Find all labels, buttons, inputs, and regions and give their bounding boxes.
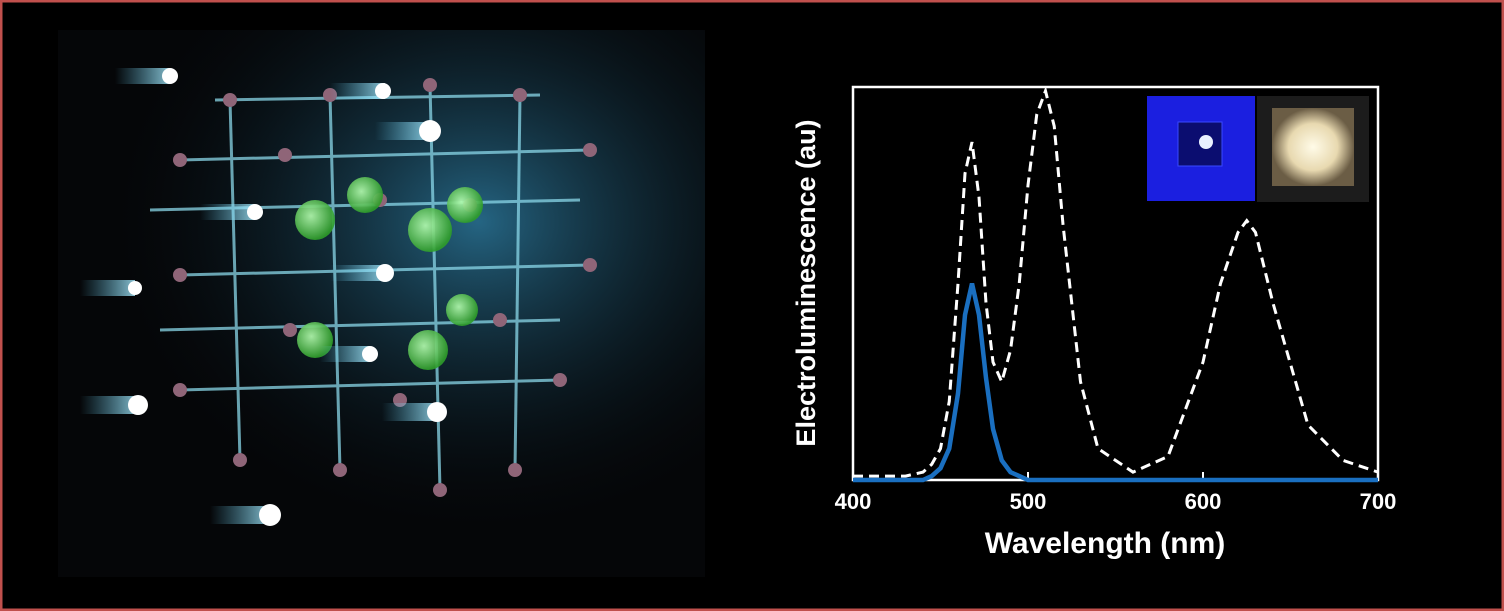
x-tick-label: 600 — [1185, 489, 1222, 514]
y-axis-label: Electroluminescence (au) — [791, 119, 821, 446]
x-tick-label: 700 — [1360, 489, 1397, 514]
x-tick-label: 400 — [835, 489, 872, 514]
inset-photos — [1147, 96, 1369, 202]
x-tick-label: 500 — [1010, 489, 1047, 514]
series-line — [853, 85, 1379, 478]
illustration — [58, 30, 705, 577]
series-line — [853, 283, 1378, 483]
x-axis-label: Wavelength (nm) — [985, 527, 1226, 560]
